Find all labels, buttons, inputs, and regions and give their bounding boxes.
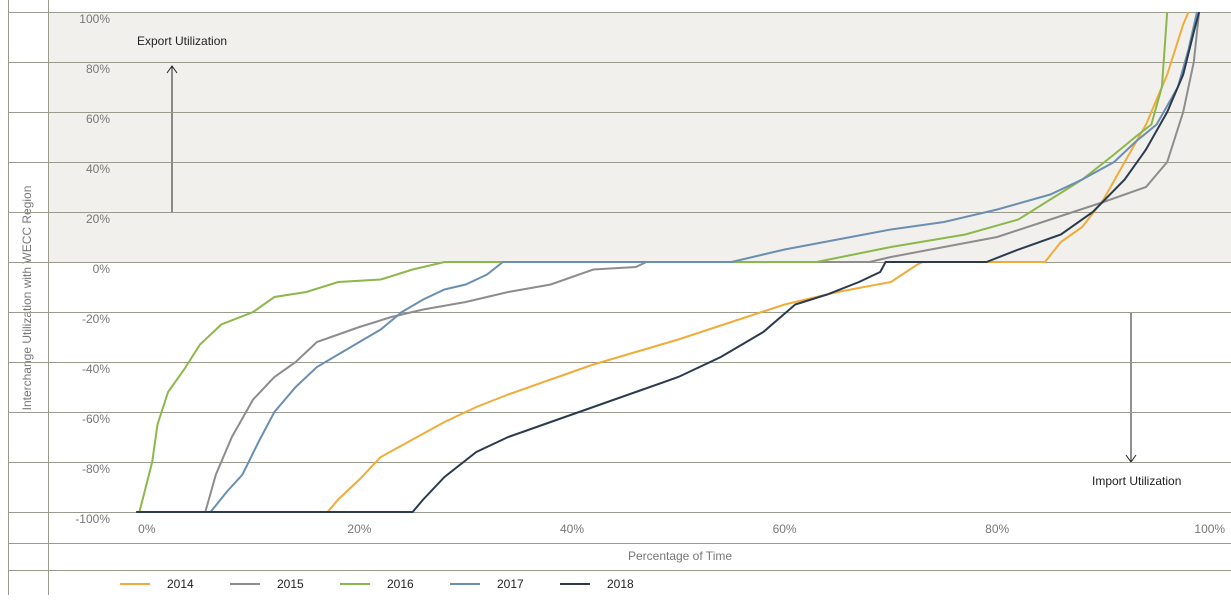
series-line bbox=[136, 11, 1201, 513]
x-tick-label: 0% bbox=[138, 522, 156, 536]
y-tick-label: -100% bbox=[75, 512, 110, 526]
x-tick-label: 20% bbox=[347, 522, 371, 536]
legend-label: 2015 bbox=[277, 577, 304, 591]
annotation: Export Utilization bbox=[137, 34, 227, 48]
import-arrow bbox=[1125, 312, 1137, 463]
annotation: Import Utilization bbox=[1092, 474, 1181, 488]
legend-label: 2014 bbox=[167, 577, 194, 591]
y-axis-label: Interchange Utilization with WECC Region bbox=[20, 186, 34, 411]
series-line bbox=[138, 11, 1169, 513]
y-tick-label: 100% bbox=[79, 12, 110, 26]
legend-label: 2017 bbox=[497, 577, 524, 591]
series-line bbox=[136, 11, 1198, 513]
y-tick-label: 20% bbox=[86, 212, 110, 226]
plot-background bbox=[48, 12, 1231, 262]
y-tick-label: -80% bbox=[82, 462, 110, 476]
x-tick-label: 60% bbox=[773, 522, 797, 536]
frame bbox=[8, 0, 1231, 595]
export-region bbox=[48, 12, 1231, 262]
x-tick-label: 100% bbox=[1194, 522, 1225, 536]
x-tick-label: 80% bbox=[985, 522, 1009, 536]
series-line bbox=[136, 11, 1190, 513]
y-tick-label: 40% bbox=[86, 162, 110, 176]
legend-label: 2018 bbox=[607, 577, 634, 591]
export-arrow bbox=[166, 65, 178, 212]
y-tick-label: 80% bbox=[86, 62, 110, 76]
series-line bbox=[136, 11, 1201, 513]
y-tick-label: 0% bbox=[93, 262, 111, 276]
y-tick-label: -40% bbox=[82, 362, 110, 376]
x-axis-label: Percentage of Time bbox=[628, 549, 732, 563]
arrows bbox=[166, 65, 1137, 463]
y-tick-label: -20% bbox=[82, 312, 110, 326]
y-tick-label: -60% bbox=[82, 412, 110, 426]
legend-label: 2016 bbox=[387, 577, 414, 591]
x-tick-label: 40% bbox=[560, 522, 584, 536]
y-tick-label: 60% bbox=[86, 112, 110, 126]
